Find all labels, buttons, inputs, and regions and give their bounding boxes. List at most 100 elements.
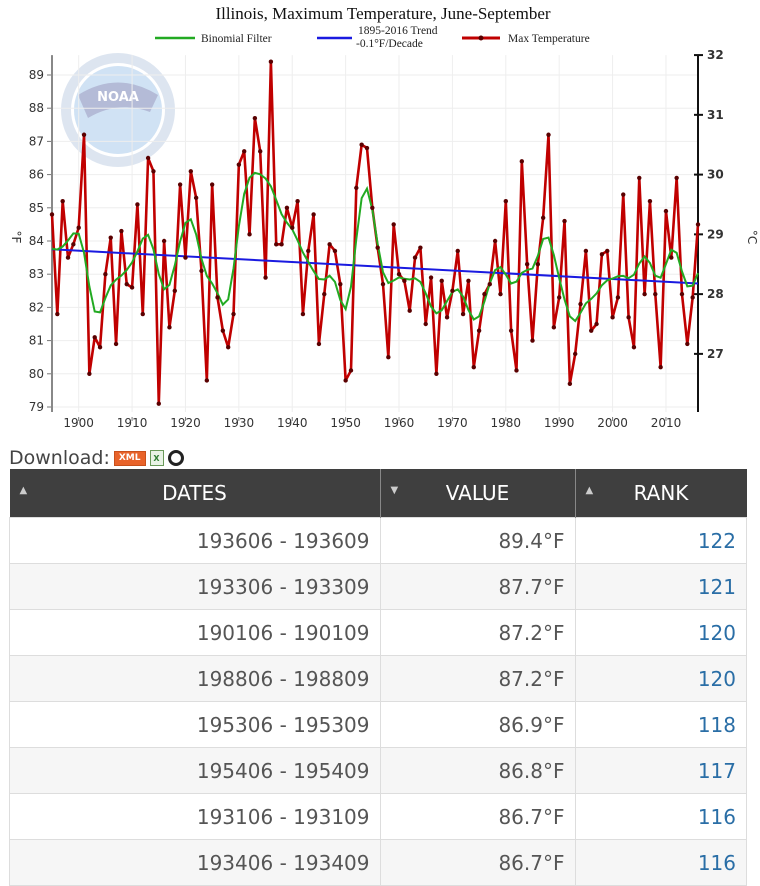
legend-trend-label: 1895-2016 Trend [358,25,438,37]
cell-rank[interactable]: 117 [574,747,747,794]
data-point [145,155,151,161]
cell-value: 86.8°F [379,747,576,794]
data-point [258,149,263,154]
data-point [306,248,311,254]
data-point [492,238,498,244]
x-tick-label: 1900 [63,416,94,430]
data-point [268,59,274,64]
cell-dates: 195306 - 195309 [9,701,381,748]
data-point [471,364,476,370]
data-point [674,175,679,181]
sort-both-icon: ▲ [585,485,594,496]
y-tick-label: 84 [29,234,44,248]
data-point [626,315,631,320]
legend-max-label: Max Temperature [508,33,590,45]
binomial-filter-line [51,171,699,323]
xml-icon[interactable]: XML [113,450,146,466]
data-point [434,371,439,376]
data-point [450,288,455,293]
column-header-rank[interactable]: ▲ RANK [575,469,747,518]
cell-value: 86.9°F [379,701,576,748]
svg-text:NOAA: NOAA [97,90,139,105]
data-point [284,205,290,210]
cell-rank[interactable]: 122 [574,517,747,564]
cell-value: 86.7°F [379,839,576,886]
data-point [241,149,247,154]
y-tick-label: 82 [29,300,44,314]
x-tick-label: 2000 [597,416,628,430]
header-label: RANK [633,481,689,505]
data-point [263,275,268,280]
cell-dates: 193306 - 193309 [9,563,381,610]
data-point [482,291,487,297]
data-point [418,245,423,250]
data-point [514,368,519,373]
cell-rank[interactable]: 118 [574,701,747,748]
cell-rank[interactable]: 116 [574,839,747,886]
y2-tick-label: 32 [707,48,724,62]
data-point [396,272,402,277]
sort-both-icon: ▲︎ [19,485,28,496]
data-point [199,268,204,274]
column-header-value[interactable]: ▼ VALUE [380,469,576,518]
x-tick-label: 1980 [491,416,522,430]
column-header-dates[interactable]: ▲︎ DATES [9,469,381,518]
data-point [55,311,60,317]
table-row: 193306 - 193309 87.7°F 121 [9,563,747,610]
data-point [327,242,332,247]
series-layer [49,59,701,406]
excel-icon[interactable]: X [149,450,164,466]
data-point [311,212,316,217]
data-point [348,368,354,373]
data-point [204,378,210,383]
data-point [161,238,167,244]
cell-dates: 190106 - 190109 [9,609,381,656]
rank-table: ▲︎ DATES ▼ VALUE ▲ RANK 193606 - 193609 89.4… [9,469,747,886]
table-row: 195306 - 195309 86.9°F 118 [9,701,747,748]
data-point [615,295,621,300]
data-point [76,225,81,230]
trend-line [51,248,699,285]
table-header-row: ▲︎ DATES ▼ VALUE ▲ RANK [9,469,747,518]
data-point [252,115,258,121]
data-point [690,295,695,300]
table-row: 198806 - 198809 87.2°F 120 [9,655,747,702]
data-point [332,248,338,254]
y-tick-label: 88 [29,101,44,115]
data-point [407,308,412,313]
cell-value: 87.7°F [379,563,576,610]
data-point [412,255,418,260]
cell-rank[interactable]: 120 [574,655,747,702]
table-row: 193406 - 193409 86.7°F 116 [9,839,747,886]
csv-ring-icon[interactable] [167,450,184,466]
cell-rank[interactable]: 120 [574,609,747,656]
data-point [444,315,450,320]
data-point [236,162,242,167]
cell-value: 87.2°F [379,609,576,656]
x-tick-label: 2010 [651,416,682,430]
data-point [535,262,541,267]
x-tick-label: 1990 [544,416,575,430]
data-point [188,169,194,174]
data-point [103,272,108,277]
cell-dates: 195406 - 195409 [9,747,381,794]
cell-value: 86.7°F [379,793,576,840]
data-point [135,202,140,207]
cell-rank[interactable]: 116 [574,793,747,840]
data-point [92,335,97,340]
data-point [65,255,71,260]
y-axis-label: °F [9,231,23,244]
data-point [274,242,279,247]
x-tick-label: 1940 [277,416,308,430]
data-point [642,291,647,297]
data-point [610,315,615,320]
data-point [300,311,306,317]
data-point [594,321,599,327]
data-point [599,252,605,257]
x-tick-label: 1970 [437,416,468,430]
data-point [562,218,567,224]
data-point [220,328,226,333]
data-point [113,341,119,347]
data-point [124,281,129,287]
cell-rank[interactable]: 121 [574,563,747,610]
